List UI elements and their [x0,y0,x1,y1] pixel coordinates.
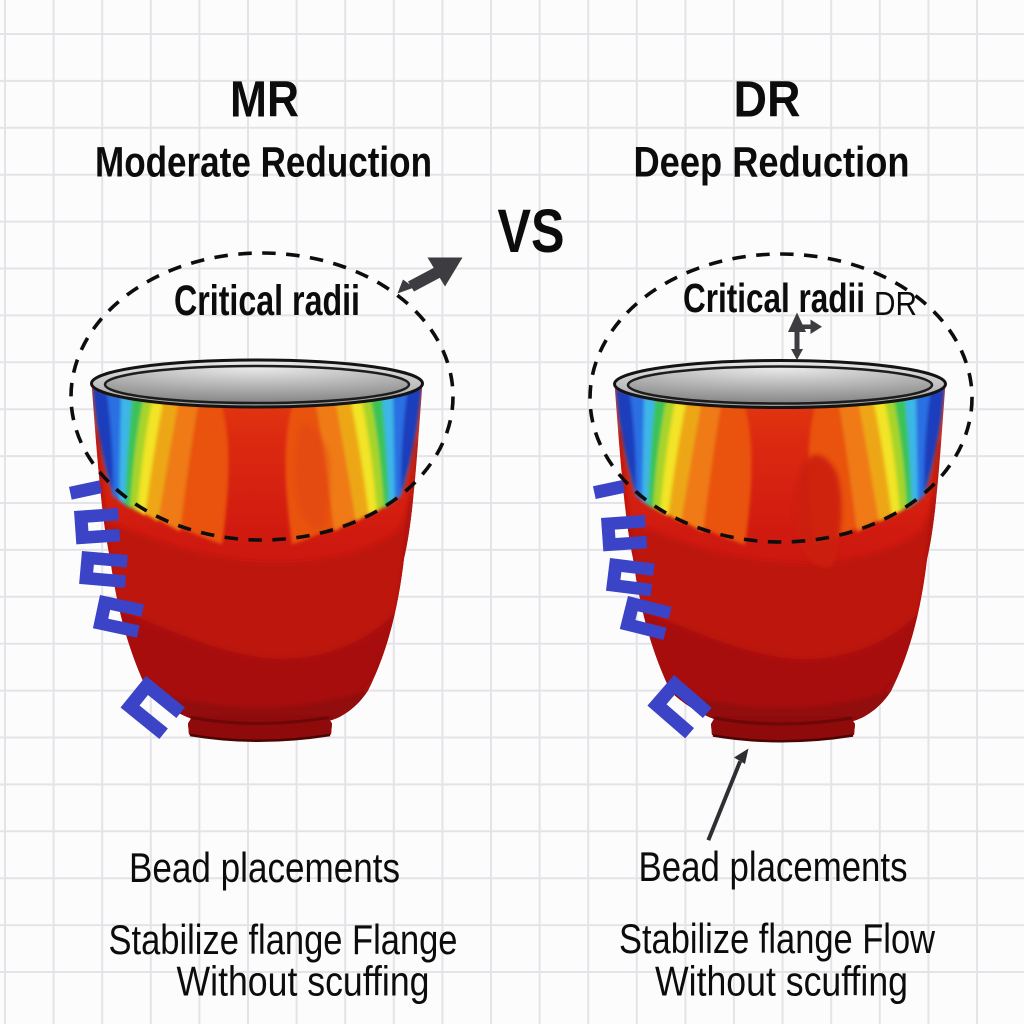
svg-text:Deep Reduction: Deep Reduction [634,139,910,187]
svg-text:Bead placements: Bead placements [639,843,908,890]
svg-text:Moderate Reduction: Moderate Reduction [95,139,432,187]
svg-text:DR: DR [734,71,801,128]
svg-text:Without scuffing: Without scuffing [655,958,908,1005]
svg-text:Critical radii: Critical radii [174,277,360,325]
svg-text:DR: DR [874,285,917,322]
svg-text:VS: VS [498,197,565,265]
svg-text:Without scuffing: Without scuffing [177,958,430,1005]
svg-text:Stabilize flange Flange: Stabilize flange Flange [109,916,458,963]
svg-text:Critical radii: Critical radii [683,275,865,321]
svg-text:Bead placements: Bead placements [129,844,400,891]
svg-text:Stabilize flange Flow: Stabilize flange Flow [619,915,936,962]
svg-text:MR: MR [230,71,299,128]
